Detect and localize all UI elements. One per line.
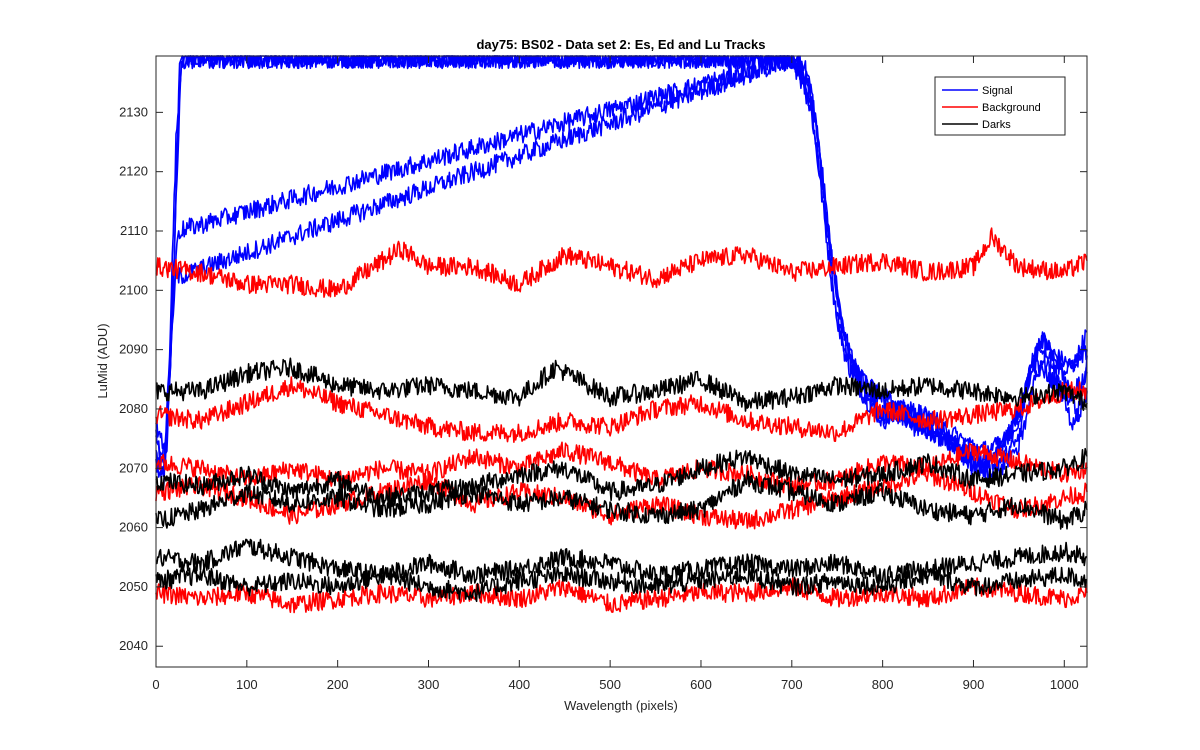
y-tick-label: 2130 (119, 104, 148, 119)
x-tick-label: 1000 (1050, 677, 1079, 692)
y-tick-label: 2100 (119, 282, 148, 297)
x-tick-label: 800 (872, 677, 894, 692)
series-line-darks-12 (155, 470, 1088, 530)
x-tick-label: 0 (152, 677, 159, 692)
series-line-background-6 (155, 376, 1088, 444)
legend-label-darks: Darks (982, 119, 1011, 131)
legend-label-signal: Signal (982, 85, 1013, 97)
x-tick-label: 700 (781, 677, 803, 692)
x-tick-label: 300 (418, 677, 440, 692)
legend-label-background: Background (982, 102, 1041, 114)
x-ticks: 0 100 200 300 400 500 600 700 800 900 1000 (152, 56, 1079, 692)
y-tick-label: 2040 (119, 638, 148, 653)
y-tick-label: 2060 (119, 520, 148, 535)
y-tick-label: 2110 (120, 223, 148, 238)
y-ticks: 2040 2050 2060 2070 2080 2090 2100 2110 2120 2130 (119, 104, 1087, 653)
x-tick-label: 100 (236, 677, 258, 692)
y-axis-label: LuMid (ADU) (95, 323, 110, 398)
series-line-background-5 (155, 227, 1088, 298)
x-tick-label: 600 (690, 677, 712, 692)
y-tick-label: 2080 (119, 401, 148, 416)
y-tick-label: 2120 (119, 164, 148, 179)
x-tick-label: 500 (599, 677, 621, 692)
series-line-background-9 (155, 577, 1088, 614)
chart-title: day75: BS02 - Data set 2: Es, Ed and Lu … (476, 37, 765, 52)
x-tick-label: 200 (327, 677, 349, 692)
series-line-darks-10 (155, 357, 1088, 412)
legend-box (934, 76, 1066, 136)
x-tick-label: 400 (508, 677, 530, 692)
series-line-darks-11 (155, 447, 1088, 508)
y-tick-label: 2050 (119, 579, 148, 594)
legend: Signal Background Darks (934, 76, 1066, 136)
y-tick-label: 2090 (119, 342, 148, 357)
series-line-signal-4 (155, 55, 1088, 477)
x-tick-label: 900 (963, 677, 985, 692)
y-tick-label: 2070 (119, 460, 148, 475)
x-axis-label: Wavelength (pixels) (564, 698, 678, 713)
series-line-darks-14 (155, 565, 1088, 603)
axes-box (155, 55, 1088, 668)
